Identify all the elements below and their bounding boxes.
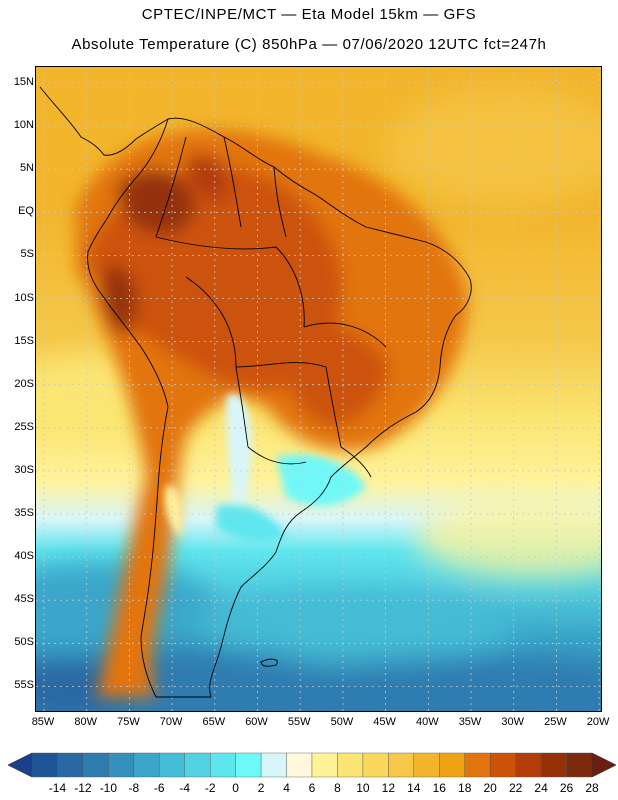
colorbar-tick-label: 26 <box>559 781 574 795</box>
colorbar-swatch <box>31 752 58 778</box>
lat-tick-label: 50S <box>14 636 34 649</box>
lon-tick-label: 65W <box>202 716 226 728</box>
lon-tick-label: 20W <box>586 716 610 728</box>
lat-tick-label: 15S <box>14 334 34 347</box>
colorbar-swatch <box>260 752 287 778</box>
colorbar-tick-label: -10 <box>99 781 118 795</box>
colorbar-tick-label: 4 <box>283 781 290 795</box>
lon-tick-label: 70W <box>159 716 183 728</box>
lon-tick-label: 60W <box>245 716 268 728</box>
colorbar-swatch <box>286 752 313 778</box>
lat-tick-label: 20S <box>14 377 34 390</box>
lat-tick-label: 40S <box>14 550 34 563</box>
colorbar-tick-label: 22 <box>508 781 523 795</box>
colorbar-swatch <box>133 752 160 778</box>
lon-tick-label: 75W <box>117 716 140 728</box>
lat-tick-label: 10S <box>14 291 34 304</box>
colorbar-swatch <box>388 752 415 778</box>
colorbar-tick-label: 28 <box>585 781 599 795</box>
lat-tick-label: 10N <box>13 119 34 132</box>
lat-tick-label: 5S <box>20 248 34 261</box>
colorbar-swatch <box>235 752 262 778</box>
colorbar-tick-label: 10 <box>356 781 370 795</box>
lat-tick-label: 15N <box>13 76 34 88</box>
lat-tick-label: 45S <box>14 593 34 606</box>
colorbar-tick-label: 16 <box>432 781 446 795</box>
temperature-colorbar <box>8 752 616 778</box>
colorbar-swatch <box>489 752 516 778</box>
lon-tick-label: 80W <box>74 716 97 728</box>
colorbar-swatch <box>159 752 185 778</box>
colorbar-tick-label: 8 <box>334 781 341 795</box>
lon-tick-label: 85W <box>31 716 55 728</box>
colorbar-tick-label: -14 <box>48 781 67 795</box>
lon-tick-label: 40W <box>415 716 439 728</box>
colorbar-swatch <box>362 752 389 778</box>
colorbar-swatch <box>413 752 440 778</box>
lat-tick-label: 30S <box>14 463 34 476</box>
colorbar-tick-label: 20 <box>483 781 497 795</box>
colorbar-high-arrow <box>591 752 616 778</box>
colorbar-swatch <box>439 752 465 778</box>
colorbar-tick-label: -4 <box>179 781 191 795</box>
colorbar-swatch <box>184 752 211 778</box>
lat-lon-gridlines <box>36 67 601 711</box>
colorbar-swatch <box>515 752 542 778</box>
central-america-coast <box>39 86 169 156</box>
colorbar-tick-label: -8 <box>128 781 140 795</box>
colorbar-swatch <box>540 752 567 778</box>
temperature-field <box>36 67 601 711</box>
lat-tick-label: 55S <box>14 679 34 692</box>
colorbar-tick-label: 24 <box>534 781 548 795</box>
chart-title-line2: Absolute Temperature (C) 850hPa — 07/06/… <box>71 36 547 53</box>
colorbar-swatch <box>57 752 84 778</box>
colorbar-low-arrow <box>8 752 33 778</box>
colorbar-tick-label: -12 <box>74 781 92 795</box>
lon-tick-label: 25W <box>544 716 567 728</box>
colorbar-swatch <box>209 752 236 778</box>
lat-tick-label: EQ <box>18 205 34 218</box>
lon-tick-label: 45W <box>373 716 396 728</box>
lat-tick-label: 25S <box>14 420 34 433</box>
colorbar-swatch <box>337 752 364 778</box>
colorbar-tick-label: -6 <box>153 781 165 795</box>
colorbar-tick-label: 12 <box>381 781 396 795</box>
lon-tick-label: 35W <box>458 716 482 728</box>
colorbar-swatch <box>82 752 109 778</box>
lon-tick-label: 30W <box>501 716 524 728</box>
country-borders <box>155 136 387 478</box>
colorbar-tick-label: 14 <box>407 781 421 795</box>
lon-tick-label: 50W <box>330 716 354 728</box>
south-america-outline <box>87 117 472 698</box>
colorbar-swatch <box>464 752 491 778</box>
colorbar-swatch <box>566 752 593 778</box>
colorbar-tick-label: 2 <box>257 781 265 795</box>
chart-title-line1: CPTEC/INPE/MCT — Eta Model 15km — GFS <box>141 6 477 23</box>
lat-tick-label: 5N <box>19 162 34 175</box>
lat-tick-label: 35S <box>14 507 34 519</box>
colorbar-tick-label: -2 <box>204 781 216 795</box>
colorbar-tick-label: 18 <box>458 781 472 795</box>
colorbar-swatch <box>108 752 135 778</box>
temperature-map <box>35 66 602 712</box>
coastlines-and-borders <box>39 86 472 698</box>
colorbar-tick-label: 0 <box>232 781 239 795</box>
colorbar-tick-label: 6 <box>308 781 316 795</box>
colorbar-swatch <box>311 752 338 778</box>
lon-tick-label: 55W <box>287 716 311 728</box>
falkland-islands <box>260 658 278 667</box>
